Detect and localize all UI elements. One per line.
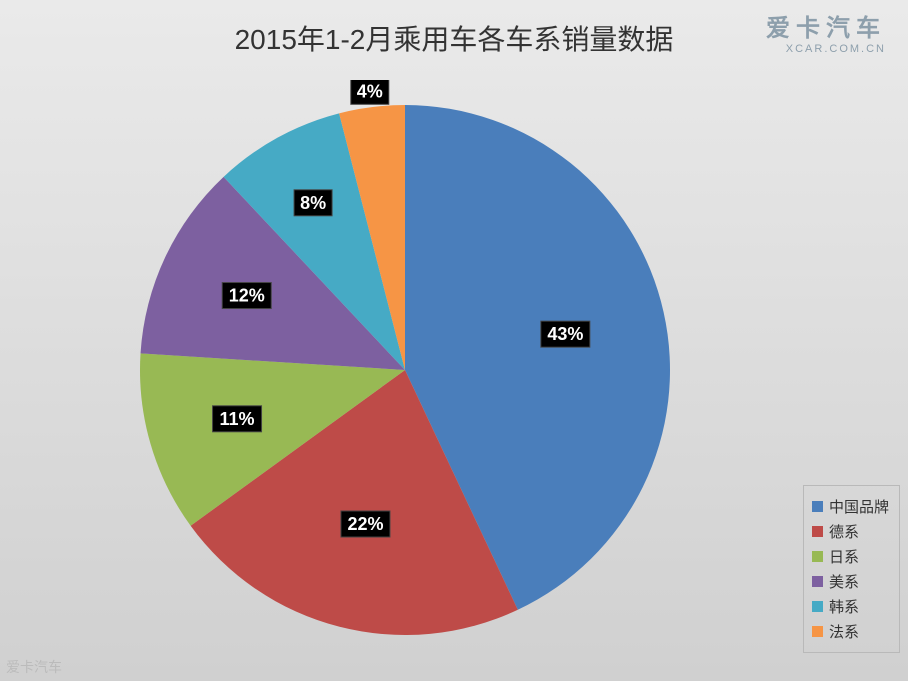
pie-slices-group: [140, 105, 670, 635]
legend-label-1: 德系: [829, 521, 859, 542]
chart-title-text: 2015年1-2月乘用车各车系销量数据: [235, 24, 674, 55]
legend-swatch-5: [812, 626, 823, 637]
pie-label-text-3: 12%: [229, 286, 265, 306]
legend-item-2: 日系: [812, 546, 889, 567]
legend-swatch-4: [812, 601, 823, 612]
pie-label-text-5: 4%: [357, 81, 383, 101]
legend-item-5: 法系: [812, 621, 889, 642]
legend-label-0: 中国品牌: [829, 496, 889, 517]
footer-watermark: 爱卡汽车: [6, 657, 62, 677]
legend-label-3: 美系: [829, 571, 859, 592]
legend-label-2: 日系: [829, 546, 859, 567]
legend-item-0: 中国品牌: [812, 496, 889, 517]
pie-label-text-0: 43%: [547, 324, 583, 344]
legend-item-1: 德系: [812, 521, 889, 542]
brand-watermark-en: XCAR.COM.CN: [766, 43, 886, 55]
legend-swatch-0: [812, 501, 823, 512]
legend-swatch-3: [812, 576, 823, 587]
brand-watermark-cn: 爱卡汽车: [766, 8, 886, 43]
legend-label-4: 韩系: [829, 596, 859, 617]
legend-swatch-2: [812, 551, 823, 562]
pie-chart-svg: 43% 22% 11% 12% 8% 4%: [30, 80, 730, 640]
legend-item-3: 美系: [812, 571, 889, 592]
legend-label-5: 法系: [829, 621, 859, 642]
brand-watermark: 爱卡汽车 XCAR.COM.CN: [766, 8, 886, 55]
pie-chart: 43% 22% 11% 12% 8% 4%: [30, 80, 730, 640]
legend-item-4: 韩系: [812, 596, 889, 617]
pie-label-text-1: 22%: [347, 514, 383, 534]
pie-label-text-4: 8%: [300, 193, 326, 213]
legend: 中国品牌德系日系美系韩系法系: [803, 485, 900, 653]
legend-swatch-1: [812, 526, 823, 537]
pie-label-text-2: 11%: [220, 409, 255, 429]
